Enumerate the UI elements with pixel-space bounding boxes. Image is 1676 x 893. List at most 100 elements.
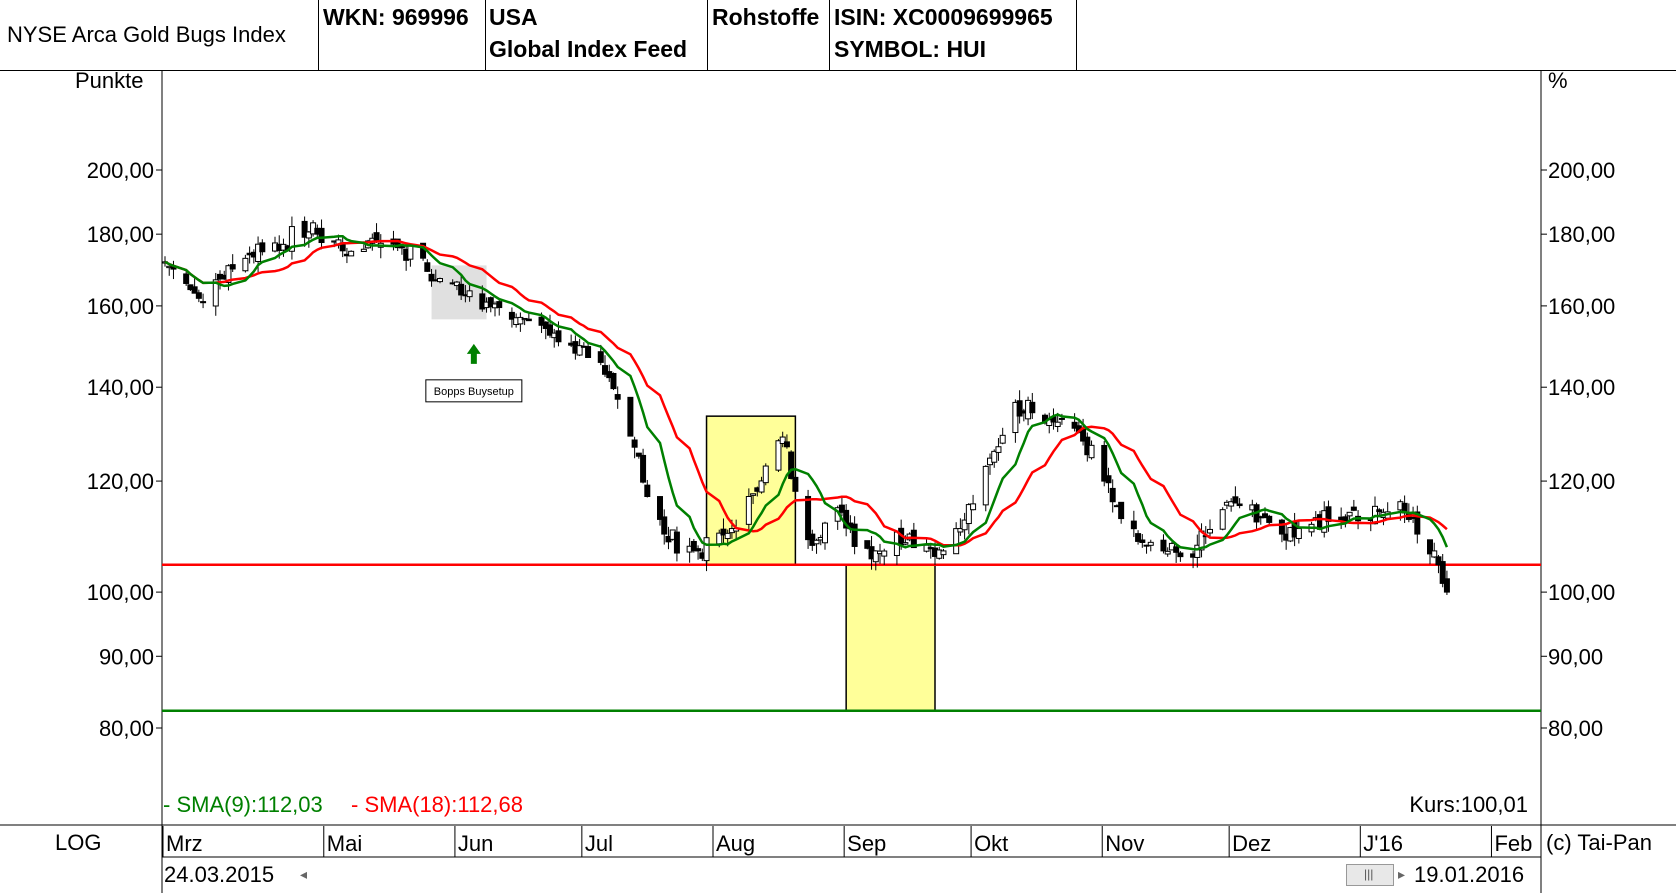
candle-body <box>212 279 219 307</box>
candle-body <box>610 372 617 390</box>
candle-body <box>690 540 697 552</box>
candle-body <box>657 496 663 520</box>
x-month-label: Feb <box>1494 831 1532 856</box>
candle-body <box>585 346 592 358</box>
chart-frame <box>0 70 1676 826</box>
candle-body <box>762 465 769 484</box>
candle-body <box>229 264 236 270</box>
candle-body <box>644 484 651 497</box>
candle-body <box>1160 539 1167 552</box>
candle-body <box>458 283 465 296</box>
candle-body <box>864 540 871 549</box>
candle-body <box>999 434 1006 444</box>
candle-body <box>792 476 799 492</box>
candle-body <box>453 281 460 287</box>
price-chart: 80,00 80,00 90,00 90,00 100,00 100,00 120,00 12… <box>0 70 1676 826</box>
grip-icon: ||| <box>1364 867 1374 881</box>
candle-body <box>200 301 207 304</box>
sma9-legend: - SMA(9):112,03 <box>163 792 323 817</box>
candle-body <box>1164 550 1171 555</box>
x-month-label: Jun <box>458 831 493 856</box>
kurs-legend: Kurs:100,01 <box>1409 792 1528 817</box>
candle-body <box>720 528 727 536</box>
candle-body <box>822 522 828 544</box>
candle-body <box>957 528 964 533</box>
annotation-text: Bopps Buysetup <box>434 386 514 398</box>
candle-body <box>809 533 816 546</box>
candle-body <box>301 220 308 238</box>
candle-body <box>424 262 431 272</box>
candle-body <box>255 243 262 262</box>
x-axis: Mrz Mai Jun Jul Aug Sep Okt Nov Dez J'16 Feb <box>161 826 1542 893</box>
candle-body <box>1012 401 1019 434</box>
candle-body <box>305 231 312 239</box>
footer-bar: LOG Mrz Mai Jun Jul Aug Sep Okt Nov Dez J'16 Feb (… <box>0 826 1676 893</box>
candle-body <box>1088 444 1095 459</box>
category-label: Rohstoffe <box>712 4 820 30</box>
y-tick-label-right: 180,00 <box>1548 222 1615 247</box>
candle-body <box>813 539 820 545</box>
right-axis-label: % <box>1548 70 1568 93</box>
x-month-label: Mai <box>327 831 362 856</box>
candle-body <box>614 394 621 400</box>
y-tick-label-right: 100,00 <box>1548 580 1615 605</box>
candle-body <box>805 495 812 541</box>
candle-body <box>965 504 972 525</box>
candle-body <box>1105 475 1112 484</box>
candle-body <box>783 441 790 448</box>
candle-body <box>602 365 608 375</box>
y-tick-label-left: 140,00 <box>87 375 154 400</box>
candle-body <box>555 330 562 343</box>
candle-body <box>1427 539 1433 555</box>
candle-body <box>788 451 795 479</box>
header-country-cell: USA Global Index Feed <box>486 0 708 70</box>
candle-body <box>1266 515 1273 523</box>
candle-body <box>1130 520 1137 530</box>
candle-body <box>631 439 638 448</box>
scale-mode-label[interactable]: LOG <box>55 830 102 855</box>
highlight-box-1 <box>845 563 936 712</box>
candle-body <box>1350 506 1357 511</box>
candle-body <box>191 286 198 294</box>
candle-body <box>360 248 367 252</box>
candle-body <box>597 351 604 363</box>
candle-body <box>1295 528 1302 539</box>
candle-body <box>547 324 553 336</box>
candle-body <box>695 548 702 552</box>
candle-body <box>1118 501 1125 520</box>
candle-body <box>940 550 947 556</box>
candle-body <box>635 452 642 457</box>
sma18-legend: - SMA(18):112,68 <box>351 792 523 817</box>
candle-body <box>508 311 515 320</box>
x-month-label: Okt <box>974 831 1008 856</box>
isin-label: ISIN: XC0009699965 <box>834 4 1053 30</box>
candle-body <box>1135 533 1142 542</box>
candle-body <box>407 245 414 260</box>
wkn-label: WKN: 969996 <box>323 4 469 30</box>
x-month-label: Sep <box>847 831 886 856</box>
scroll-right-icon[interactable]: ▸ <box>1398 866 1406 882</box>
header-category-cell: Rohstoffe <box>708 0 830 70</box>
candle-body <box>1232 496 1239 504</box>
candle-body <box>758 480 765 493</box>
candle-body <box>1194 544 1201 558</box>
candle-body <box>902 542 909 545</box>
candle-body <box>428 273 435 282</box>
candle-body <box>195 292 202 299</box>
copyright-label: (c) Tai-Pan <box>1546 830 1652 855</box>
feed-label: Global Index Feed <box>489 36 688 62</box>
end-date-label: 19.01.2016 <box>1414 862 1525 887</box>
candle-body <box>183 273 190 284</box>
candle-body <box>1414 511 1421 535</box>
candle-body <box>437 278 443 283</box>
header-wkn-cell: WKN: 969996 <box>319 0 486 70</box>
candle-body <box>394 238 401 249</box>
y-tick-label-left: 180,00 <box>87 222 154 247</box>
scroll-left-icon[interactable]: ◂ <box>300 866 308 882</box>
candle-body <box>479 293 486 310</box>
x-month-label: Aug <box>716 831 755 856</box>
scrollbar-thumb[interactable]: ||| <box>1346 864 1394 886</box>
candle-body <box>673 531 680 554</box>
candle-body <box>1207 528 1213 534</box>
candle-body <box>1177 552 1184 558</box>
